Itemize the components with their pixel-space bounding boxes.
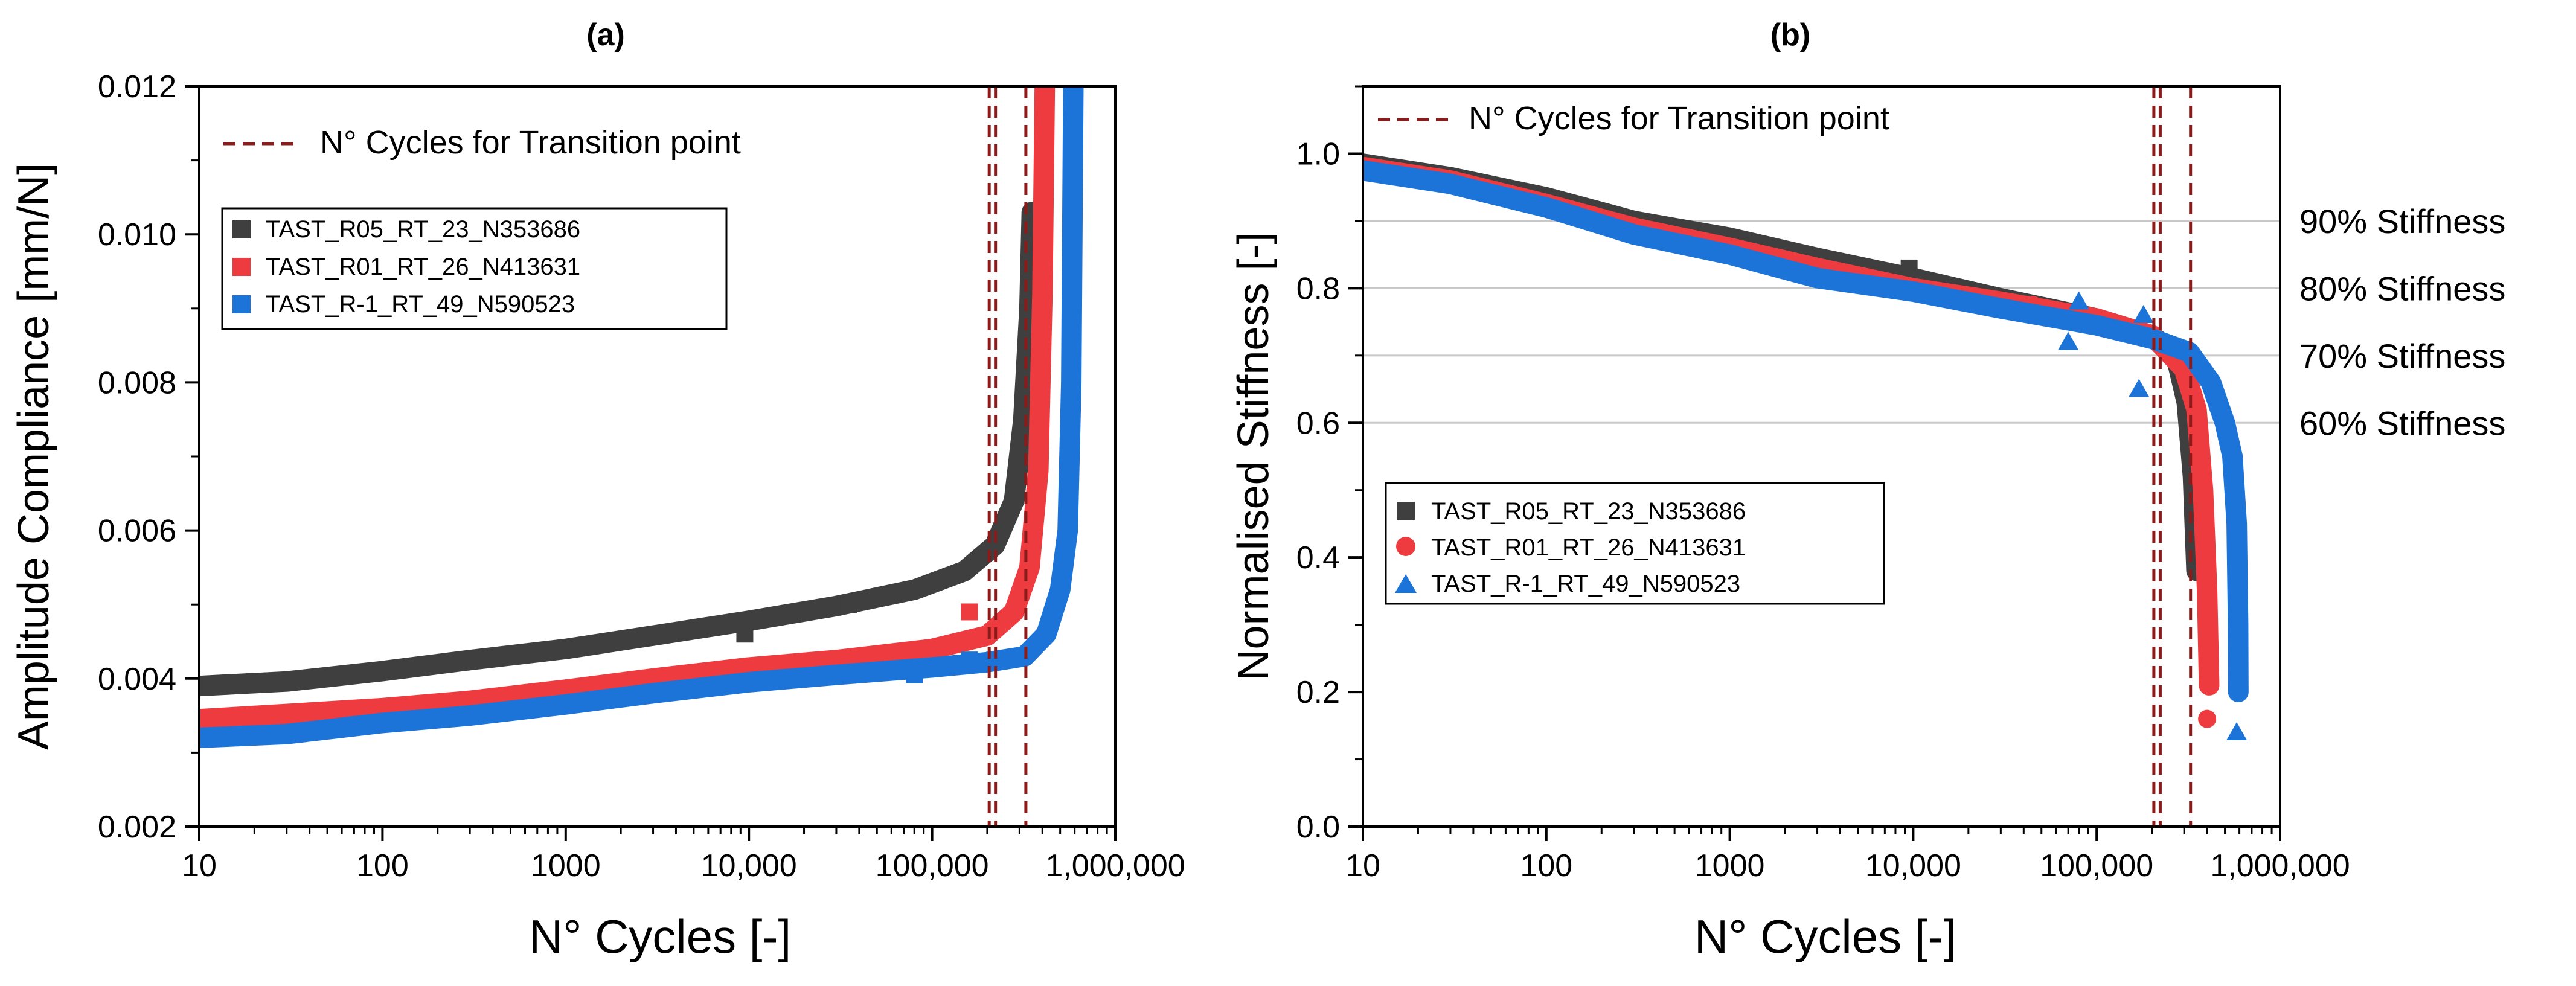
- panel-a-legend-marker-r05: [232, 220, 251, 238]
- panel-b-series: [1363, 153, 2249, 740]
- data-point: [2226, 722, 2248, 740]
- panel-b-chart: (b) 10 100 1000 10,000 100,000 1,000,000 0.00…: [1229, 18, 2505, 963]
- x-tick-label: 100: [1520, 848, 1572, 883]
- data-point: [1900, 259, 1918, 277]
- x-tick-label: 10,000: [701, 848, 797, 883]
- panel-a-transition-legend-label: N° Cycles for Transition point: [320, 124, 741, 161]
- data-point: [2058, 331, 2079, 350]
- panel-a-legend-label-r05: TAST_R05_RT_23_N353686: [266, 216, 580, 243]
- x-tick-label: 10: [1345, 848, 1380, 883]
- panel-a-title: (a): [586, 18, 625, 53]
- series-TAST_R05_RT_23_N353686: [199, 202, 1042, 697]
- data-point: [840, 596, 857, 613]
- panel-a-legend-marker-r01: [232, 258, 251, 276]
- y-tick-label: 0.002: [98, 810, 176, 845]
- y-tick-label: 0.0: [1296, 810, 1340, 845]
- data-point: [961, 603, 978, 621]
- data-point: [906, 666, 923, 683]
- panel-b-legend-marker-r-1: [1395, 574, 1417, 593]
- y-tick-label: 0.8: [1296, 271, 1340, 306]
- panel-b-legend-marker-r05: [1397, 502, 1415, 520]
- panel-a-y-axis: 0.002 0.004 0.006 0.008 0.010 0.012: [98, 69, 199, 845]
- series-TAST_R-1_RT_49_N590523: [1363, 160, 2249, 703]
- y-tick-label: 0.012: [98, 69, 176, 104]
- y-tick-label: 0.6: [1296, 406, 1340, 441]
- data-point: [2198, 709, 2217, 728]
- data-point: [2133, 304, 2154, 323]
- panel-a-series: [199, 86, 1084, 748]
- x-tick-label: 10: [182, 848, 217, 883]
- panel-a-chart: (a) 10 100 1000 10,000 100,000 1,000,000 0.00…: [10, 18, 1185, 963]
- reference-label-70: 70% Stiffness: [2299, 337, 2505, 375]
- y-tick-label: 0.008: [98, 365, 176, 400]
- x-tick-label: 1,000,000: [1045, 848, 1185, 883]
- y-tick-label: 0.006: [98, 514, 176, 549]
- y-tick-label: 0.010: [98, 217, 176, 252]
- panel-b-legend-label-r01: TAST_R01_RT_26_N413631: [1431, 534, 1746, 561]
- x-tick-label: 100: [356, 848, 409, 883]
- data-point: [795, 603, 813, 621]
- panel-b-legend-label-r05: TAST_R05_RT_23_N353686: [1431, 498, 1746, 525]
- panel-a-legend-marker-r-1: [232, 295, 251, 313]
- panel-a-y-axis-label: Amplitude Compliance [mm/N]: [10, 163, 58, 750]
- x-tick-label: 1000: [531, 848, 601, 883]
- x-tick-label: 100,000: [876, 848, 989, 883]
- x-tick-label: 1000: [1695, 848, 1765, 883]
- panel-a-legend-label-r01: TAST_R01_RT_26_N413631: [266, 254, 580, 280]
- data-point: [961, 651, 978, 669]
- data-point: [736, 626, 754, 643]
- panel-a-legend-box: [221, 207, 728, 330]
- y-tick-label: 0.004: [98, 662, 176, 697]
- panel-b-title: (b): [1770, 18, 1810, 53]
- data-point: [2129, 379, 2150, 397]
- panel-a-x-axis: 10 100 1000 10,000 100,000 1,000,000: [182, 827, 1185, 883]
- panel-b-stiffness-labels: 90% Stiffness 80% Stiffness 70% Stiffness 6…: [2299, 202, 2505, 442]
- y-tick-label: 0.2: [1296, 675, 1340, 710]
- x-tick-label: 1,000,000: [2210, 848, 2350, 883]
- x-tick-label: 100,000: [2040, 848, 2153, 883]
- data-point: [2068, 291, 2089, 310]
- series-TAST_R-1_RT_49_N590523: [199, 86, 1084, 748]
- panel-a-legend-label-r-1: TAST_R-1_RT_49_N590523: [266, 291, 575, 318]
- panel-b-y-axis-label: Normalised Stiffness [-]: [1229, 232, 1278, 681]
- reference-label-90: 90% Stiffness: [2299, 202, 2505, 240]
- panel-b-plot-frame: [1362, 85, 2281, 828]
- y-tick-label: 1.0: [1296, 136, 1340, 171]
- panel-b-legend-label-r-1: TAST_R-1_RT_49_N590523: [1431, 571, 1740, 597]
- x-tick-label: 10,000: [1865, 848, 1961, 883]
- panel-a-legend: TAST_R05_RT_23_N353686 TAST_R01_RT_26_N4…: [221, 207, 728, 330]
- reference-label-60: 60% Stiffness: [2299, 404, 2505, 442]
- reference-label-80: 80% Stiffness: [2299, 269, 2505, 307]
- series-TAST_R01_RT_26_N413631: [199, 86, 1056, 730]
- panel-b-x-axis-label: N° Cycles [-]: [1694, 910, 1956, 963]
- panel-b-transition-lines: [2152, 86, 2193, 827]
- panel-b-legend-box: [1385, 482, 1885, 605]
- panel-a-transition-lines: [987, 86, 1028, 827]
- panel-b-x-axis: 10 100 1000 10,000 100,000 1,000,000: [1345, 827, 2350, 883]
- panel-b-legend: TAST_R05_RT_23_N353686 TAST_R01_RT_26_N4…: [1385, 482, 1885, 605]
- panel-b-legend-marker-r01: [1396, 537, 1415, 556]
- panel-b-transition-legend-label: N° Cycles for Transition point: [1469, 100, 1889, 136]
- panel-b-y-axis: 0.0 0.2 0.4 0.6 0.8 1.0: [1296, 85, 1363, 845]
- panel-a-x-axis-label: N° Cycles [-]: [529, 910, 791, 963]
- y-tick-label: 0.4: [1296, 540, 1340, 575]
